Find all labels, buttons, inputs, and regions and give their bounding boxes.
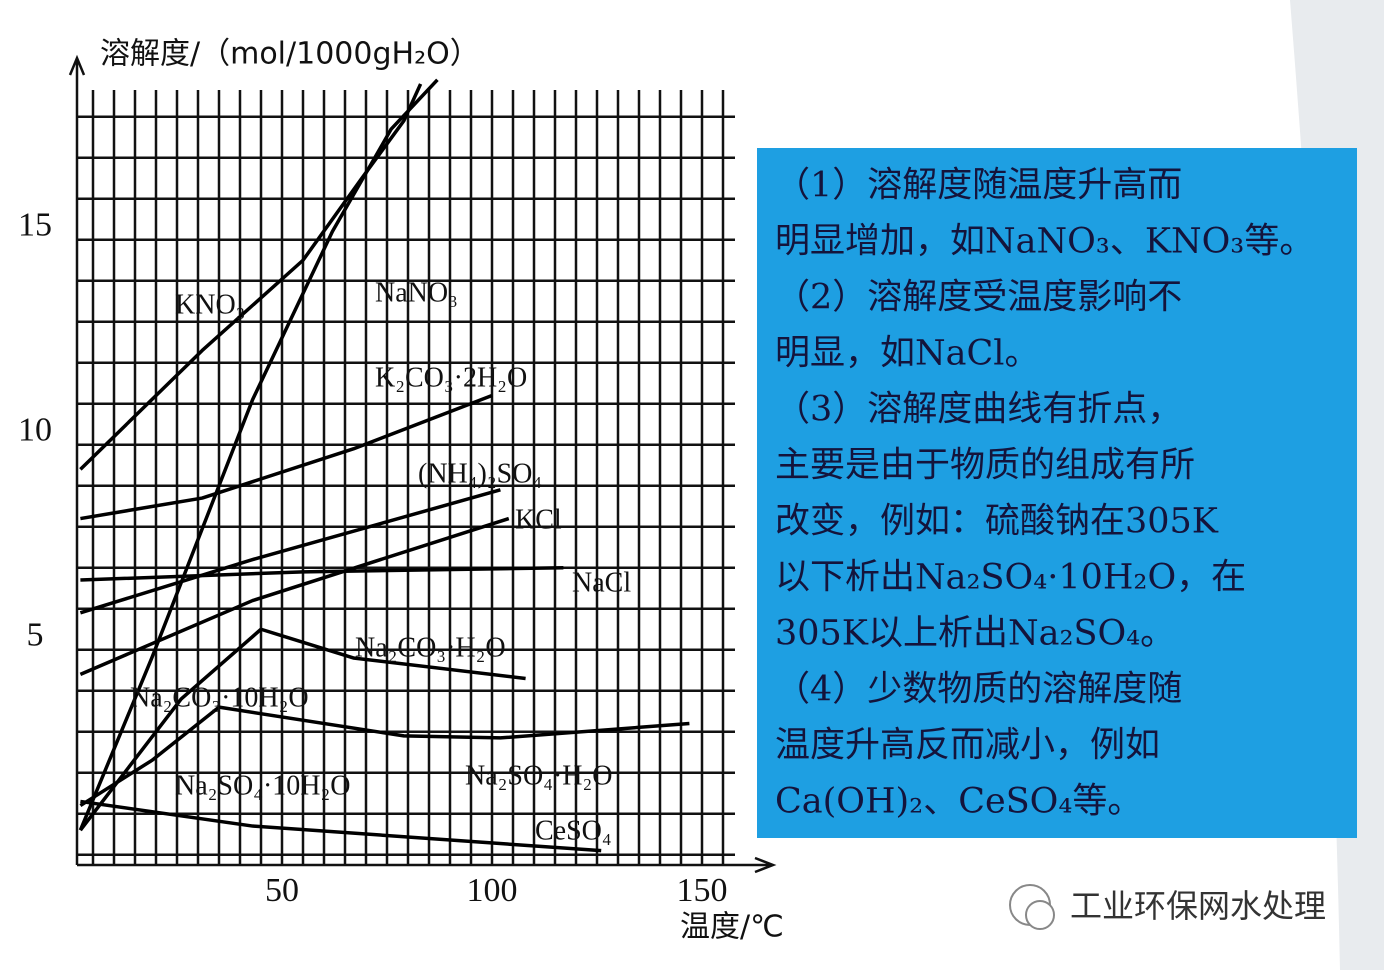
- x-tick-label: 50: [265, 872, 299, 909]
- curve: [79, 516, 510, 676]
- x-axis-title: 温度/℃: [680, 910, 784, 945]
- note-line: 以下析出Na₂SO₄·10H₂O，在: [775, 558, 1246, 598]
- note-line: （1）溶解度随温度升高而: [775, 166, 1182, 206]
- curve-label: KNO₃: [175, 289, 245, 320]
- note-panel: [757, 148, 1357, 838]
- y-tick-label: 15: [18, 207, 52, 244]
- curve: [79, 627, 263, 832]
- curve-label: NaCl: [572, 567, 631, 598]
- curve-label: NaNO₃: [375, 277, 458, 308]
- curve: [80, 799, 602, 853]
- curve: [78, 78, 439, 831]
- y-tick-label: 10: [18, 412, 52, 449]
- x-tick-label: 150: [677, 872, 728, 909]
- y-axis-title: 溶解度/（mol/1000gH₂O）: [100, 37, 480, 72]
- curve-label: (NH₄)₂SO₄: [418, 458, 542, 489]
- curve: [260, 627, 526, 681]
- note-line: 温度升高反而减小，例如: [775, 726, 1160, 766]
- note-line: 明显，如NaCl。: [775, 334, 1039, 374]
- note-line: 主要是由于物质的组成有所: [775, 446, 1195, 486]
- curve: [80, 566, 564, 582]
- curve: [79, 488, 501, 615]
- curve-label: Na₂SO₄·H₂O: [465, 760, 613, 791]
- axes: [68, 54, 777, 874]
- curve-label: K₂CO₃·2H₂O: [375, 362, 527, 393]
- watermark: 工业环保网水处理: [1070, 887, 1326, 925]
- curve: [218, 705, 690, 740]
- note-line: 305K以上析出Na₂SO₄。: [775, 614, 1175, 654]
- curve-label: KCl: [515, 504, 562, 535]
- curves: [78, 78, 690, 853]
- curve-label: CeSO₄: [535, 815, 612, 846]
- curve: [79, 705, 221, 808]
- y-tick-label: 5: [27, 617, 44, 654]
- note-line: Ca(OH)₂、CeSO₄等。: [775, 782, 1142, 822]
- curve-label: Na₂CO₃·10H₂O: [130, 682, 309, 713]
- curve-label: Na₂SO₄·10H₂O: [175, 770, 351, 801]
- note-line: 明显增加，如NaNO₃、KNO₃等。: [775, 222, 1314, 262]
- note-line: （2）溶解度受温度影响不: [775, 278, 1182, 318]
- curve-label: Na₂CO₃·H₂O: [355, 632, 506, 663]
- watermark-icon: [1009, 884, 1055, 930]
- curve: [79, 83, 423, 471]
- grid: [77, 90, 735, 865]
- note-line: （4）少数物质的溶解度随: [775, 670, 1182, 710]
- curve: [80, 393, 493, 521]
- note-line: 改变，例如：硫酸钠在305K: [775, 502, 1219, 542]
- x-tick-label: 100: [467, 872, 518, 909]
- note-line: （3）溶解度曲线有折点，: [775, 390, 1182, 430]
